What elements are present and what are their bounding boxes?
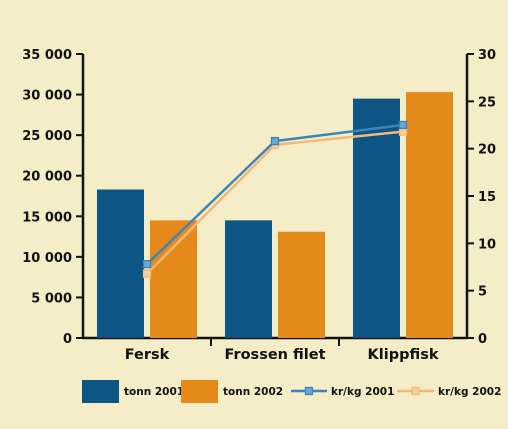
y-tick-label-left: 35 000 <box>22 48 72 63</box>
legend-marker-kr-kg-2001 <box>304 386 314 396</box>
bar-2001 <box>225 220 272 338</box>
x-tick-label: Fersk <box>125 347 170 363</box>
legend-label-kr-kg-2001: kr/kg 2001 <box>331 386 394 398</box>
x-tick-label: Klippfisk <box>368 347 439 363</box>
legend-label-tonn-2001: tonn 2001 <box>124 386 184 398</box>
y-tick-label-left: 0 <box>63 332 72 347</box>
legend: tonn 2001 tonn 2002 kr/kg 2001 kr/kg 2002 <box>82 380 501 403</box>
point-kr-kg-2001 <box>142 260 152 269</box>
bar-2002 <box>278 231 325 338</box>
bar-2001 <box>353 98 400 338</box>
axes: 0 5 000 10 000 15 000 20 000 25 000 30 000 35 0… <box>22 48 496 363</box>
lines <box>142 120 408 278</box>
y-tick-label-left: 30 000 <box>22 89 72 104</box>
y-tick-label-right: 15 <box>478 190 496 205</box>
y-tick-label-right: 25 <box>478 95 496 110</box>
bars <box>97 92 453 338</box>
legend-marker-kr-kg-2002 <box>411 386 420 396</box>
legend-label-kr-kg-2002: kr/kg 2002 <box>438 386 501 398</box>
legend-swatch-tonn-2001 <box>82 380 119 403</box>
point-kr-kg-2001 <box>398 120 408 130</box>
point-kr-kg-2002 <box>142 269 152 278</box>
y-tick-label-right: 30 <box>478 48 496 63</box>
y-tick-label-right: 10 <box>478 237 496 252</box>
point-kr-kg-2002 <box>398 127 408 136</box>
bar-2001 <box>97 189 144 338</box>
x-tick-label: Frossen filet <box>224 347 325 363</box>
y-tick-label-left: 20 000 <box>22 170 72 185</box>
point-kr-kg-2001 <box>270 136 280 146</box>
y-tick-label-right: 5 <box>478 285 487 300</box>
y-tick-label-left: 5 000 <box>31 291 72 306</box>
y-tick-label-right: 20 <box>478 143 496 158</box>
y-tick-label-right: 0 <box>478 332 487 347</box>
bar-2002 <box>406 92 453 338</box>
legend-swatch-tonn-2002 <box>181 380 218 403</box>
y-tick-label-left: 15 000 <box>22 210 72 225</box>
y-tick-label-left: 25 000 <box>22 129 72 144</box>
legend-label-tonn-2002: tonn 2002 <box>223 386 283 398</box>
y-tick-label-left: 10 000 <box>22 251 72 266</box>
